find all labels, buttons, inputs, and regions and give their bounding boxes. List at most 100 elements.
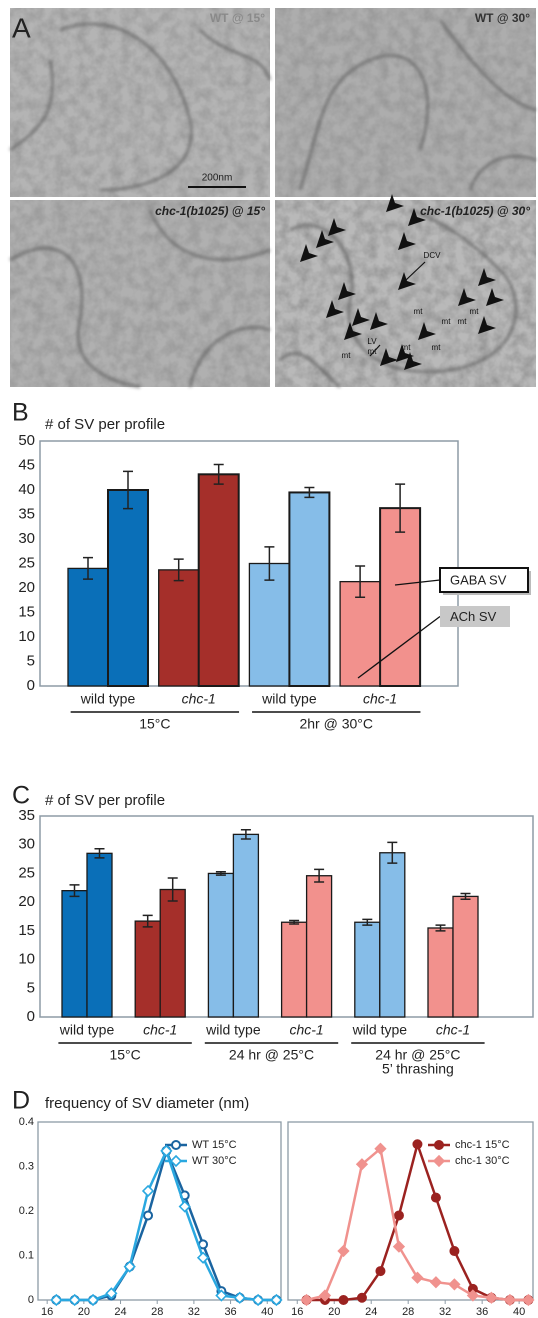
x-tick-label: chc-1 (289, 1022, 323, 1038)
series-line (56, 1151, 276, 1300)
bar (453, 896, 478, 1017)
y-tick-label: 0 (27, 1008, 35, 1025)
panel-label: A (12, 12, 31, 43)
point (432, 1194, 440, 1202)
y-tick-label: 20 (18, 893, 35, 910)
bar (289, 492, 329, 686)
bar (380, 853, 405, 1017)
y-tick-label: 25 (18, 864, 35, 881)
legend-label: ACh SV (450, 609, 497, 624)
panel-label: B (12, 399, 29, 427)
y-tick-label: 5 (27, 652, 35, 669)
chart-title: # of SV per profile (45, 416, 165, 433)
bar (68, 568, 108, 686)
x-tick-label: 36 (476, 1306, 488, 1318)
bar (208, 873, 233, 1017)
figure: WT @ 15°WT @ 30°chc-1(b1025) @ 15°chc-1(… (0, 0, 538, 1318)
bar (160, 890, 185, 1017)
micrograph-label: WT @ 30° (475, 11, 530, 25)
point (143, 1186, 153, 1196)
group-label: 15°C (109, 1047, 140, 1063)
y-tick-label: 20 (18, 579, 35, 596)
group-label: 2hr @ 30°C (299, 716, 373, 732)
legend-label: chc-1 15°C (455, 1139, 510, 1151)
point (450, 1247, 458, 1255)
y-tick-label: 45 (18, 456, 35, 473)
x-tick-label: 24 (365, 1306, 377, 1318)
point (144, 1211, 152, 1219)
charts: # of SV per profile05101520253035404550w… (18, 416, 533, 1318)
x-tick-label: 36 (224, 1306, 236, 1318)
point (339, 1296, 347, 1304)
group-label: 24 hr @ 25°C (229, 1047, 314, 1063)
x-tick-label: 32 (188, 1306, 200, 1318)
bar (135, 921, 160, 1017)
x-tick-label: 28 (402, 1306, 414, 1318)
chart-title: # of SV per profile (45, 792, 165, 809)
y-tick-label: 0.3 (19, 1160, 34, 1172)
bar (355, 922, 380, 1017)
panel-label: C (12, 782, 30, 810)
legend-label: WT 15°C (192, 1139, 237, 1151)
micrograph-texture (275, 8, 536, 197)
y-tick-label: 15 (18, 603, 35, 620)
point (431, 1277, 441, 1287)
x-tick-label: wild type (261, 691, 317, 707)
annotation: mt (368, 347, 378, 356)
micrograph-label: chc-1(b1025) @ 15° (155, 204, 265, 218)
y-tick-label: 10 (18, 628, 35, 645)
legend-marker (172, 1141, 180, 1149)
y-tick-label: 0.1 (19, 1249, 34, 1261)
x-tick-label: wild type (59, 1022, 115, 1038)
y-tick-label: 30 (18, 836, 35, 853)
x-tick-label: 24 (114, 1306, 126, 1318)
bar (199, 474, 239, 686)
y-tick-label: 5 (27, 979, 35, 996)
bar (108, 490, 148, 686)
annotation: mt (458, 317, 468, 326)
annotation: mt (470, 307, 480, 316)
plot-frame (38, 1122, 281, 1300)
micrograph-texture (10, 200, 270, 387)
legend-label: WT 30°C (192, 1155, 237, 1167)
bar (428, 928, 453, 1017)
annotation: mt (402, 343, 412, 352)
bar (159, 570, 199, 686)
page: WT @ 15°WT @ 30°chc-1(b1025) @ 15°chc-1(… (0, 0, 538, 1318)
group-label: 15°C (139, 716, 170, 732)
bar (62, 891, 87, 1017)
x-tick-label: 20 (328, 1306, 340, 1318)
micrograph-grain (275, 200, 536, 387)
y-tick-label: 0.2 (19, 1205, 34, 1217)
bar (249, 564, 289, 687)
micrograph-grain (275, 8, 536, 197)
point (358, 1294, 366, 1302)
legend-marker (435, 1141, 443, 1149)
x-tick-label: chc-1 (143, 1022, 177, 1038)
scale-bar-label: 200nm (202, 173, 233, 184)
annotation: DCV (424, 251, 442, 260)
y-tick-label: 0 (28, 1294, 34, 1306)
annotation: mt (342, 351, 352, 360)
x-tick-label: chc-1 (182, 691, 216, 707)
group-label: 5’ thrashing (382, 1061, 454, 1077)
series-line (56, 1151, 276, 1300)
legend-marker (434, 1156, 444, 1166)
y-tick-label: 15 (18, 922, 35, 939)
x-tick-label: 40 (261, 1306, 273, 1318)
annotation: mt (442, 317, 452, 326)
x-tick-label: 40 (513, 1306, 525, 1318)
y-tick-label: 25 (18, 554, 35, 571)
y-tick-label: 10 (18, 951, 35, 968)
point (338, 1246, 348, 1256)
micrograph-texture (275, 200, 536, 387)
micrograph-label: WT @ 15° (210, 11, 265, 25)
bar (380, 508, 420, 686)
annotation: mt (414, 307, 424, 316)
point (413, 1140, 421, 1148)
bar (307, 876, 332, 1017)
x-tick-label: wild type (80, 691, 136, 707)
micrograph-panel: WT @ 15°WT @ 30°chc-1(b1025) @ 15°chc-1(… (10, 8, 536, 387)
x-tick-label: 20 (78, 1306, 90, 1318)
x-tick-label: chc-1 (436, 1022, 470, 1038)
